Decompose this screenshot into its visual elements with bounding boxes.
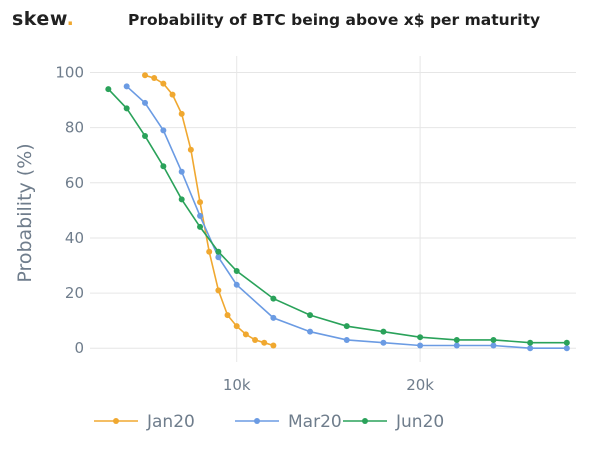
y-tick-label: 60 <box>65 174 84 192</box>
logo-text: skew <box>12 8 67 30</box>
data-point <box>151 75 158 82</box>
chart-title: Probability of BTC being above x$ per ma… <box>128 11 541 29</box>
data-point <box>123 105 130 112</box>
data-point <box>252 336 259 343</box>
x-tick-label: 20k <box>406 376 434 394</box>
grid-lines <box>90 56 576 362</box>
data-point <box>380 328 387 335</box>
series-lines <box>105 72 570 352</box>
data-point <box>270 342 277 349</box>
data-point <box>224 312 231 319</box>
series-line <box>107 88 567 344</box>
data-point <box>307 312 314 319</box>
data-point <box>215 287 222 294</box>
data-point <box>169 91 176 98</box>
data-point <box>178 110 185 117</box>
data-point <box>343 336 350 343</box>
data-point <box>215 248 222 255</box>
data-point <box>233 281 240 288</box>
data-point <box>380 339 387 346</box>
data-point <box>242 331 249 338</box>
data-point <box>160 80 167 87</box>
data-point <box>307 328 314 335</box>
legend-swatch-marker <box>362 418 368 424</box>
data-point <box>270 295 277 302</box>
x-axis-ticks: 10k 20k <box>223 376 434 394</box>
data-point <box>270 314 277 321</box>
y-axis-label: Probability (%) <box>14 143 36 282</box>
data-point <box>197 199 204 206</box>
data-point <box>123 83 130 90</box>
data-point <box>215 254 222 261</box>
series-jun20 <box>105 86 570 346</box>
data-point <box>453 336 460 343</box>
legend-item-mar20[interactable]: Mar20 <box>235 412 342 432</box>
data-point <box>417 342 424 349</box>
legend-item-jun20[interactable]: Jun20 <box>343 412 444 432</box>
data-point <box>142 99 149 106</box>
legend-label: Jun20 <box>395 412 444 432</box>
x-tick-label: 10k <box>223 376 251 394</box>
data-point <box>197 223 204 230</box>
data-point <box>160 127 167 134</box>
data-point <box>527 345 534 352</box>
data-point <box>343 323 350 330</box>
legend-swatch-marker <box>254 418 260 424</box>
data-point <box>490 342 497 349</box>
logo-dot: . <box>66 8 75 30</box>
data-point <box>563 345 570 352</box>
data-point <box>453 342 460 349</box>
data-point <box>178 168 185 175</box>
y-tick-label: 20 <box>65 284 84 302</box>
y-tick-label: 100 <box>55 64 84 82</box>
data-point <box>527 339 534 346</box>
series-jan20 <box>142 72 277 349</box>
data-point <box>490 336 497 343</box>
data-point <box>142 132 149 139</box>
skew-logo: skew. <box>12 8 74 30</box>
y-axis-ticks: 0 20 40 60 80 100 <box>55 64 84 358</box>
legend-item-jan20[interactable]: Jan20 <box>94 412 195 432</box>
data-point <box>197 212 204 219</box>
y-tick-label: 40 <box>65 229 84 247</box>
data-point <box>105 86 112 93</box>
y-tick-label: 80 <box>65 119 84 137</box>
series-line <box>144 74 274 347</box>
series-line <box>126 85 567 350</box>
data-point <box>563 339 570 346</box>
data-point <box>233 268 240 275</box>
data-point <box>187 146 194 153</box>
data-point <box>233 323 240 330</box>
data-point <box>261 339 268 346</box>
data-point <box>417 334 424 341</box>
legend-label: Mar20 <box>288 412 342 432</box>
data-point <box>142 72 149 79</box>
legend-label: Jan20 <box>146 412 195 432</box>
data-point <box>178 196 185 203</box>
series-mar20 <box>123 83 570 352</box>
legend-swatch-marker <box>113 418 119 424</box>
data-point <box>160 163 167 170</box>
legend[interactable]: Jan20 Mar20 Jun20 <box>94 412 444 432</box>
data-point <box>206 248 213 255</box>
y-tick-label: 0 <box>74 339 84 357</box>
